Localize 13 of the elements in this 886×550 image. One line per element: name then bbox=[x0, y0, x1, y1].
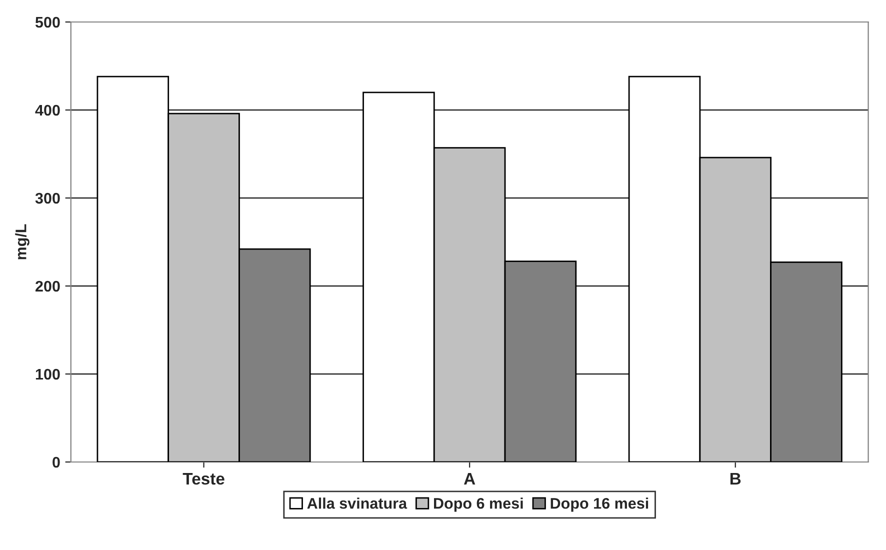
legend-label: Dopo 6 mesi bbox=[434, 498, 523, 512]
y-tick-label: 500 bbox=[35, 16, 60, 28]
y-tick-label: 200 bbox=[36, 280, 60, 292]
legend-label: Alla svinatura bbox=[307, 498, 408, 509]
y-tick-label: 400 bbox=[35, 104, 60, 116]
x-tick-label: B bbox=[730, 473, 741, 484]
x-tick-label: Teste bbox=[182, 473, 224, 485]
legend-label: Dopo 16 mesi bbox=[550, 498, 648, 512]
y-tick-label: 300 bbox=[35, 192, 60, 204]
y-tick-label: 0 bbox=[52, 456, 60, 468]
y-axis-title: mg/L bbox=[15, 224, 30, 260]
y-tick-label: 100 bbox=[36, 368, 60, 380]
x-tick-label: A bbox=[464, 473, 476, 484]
